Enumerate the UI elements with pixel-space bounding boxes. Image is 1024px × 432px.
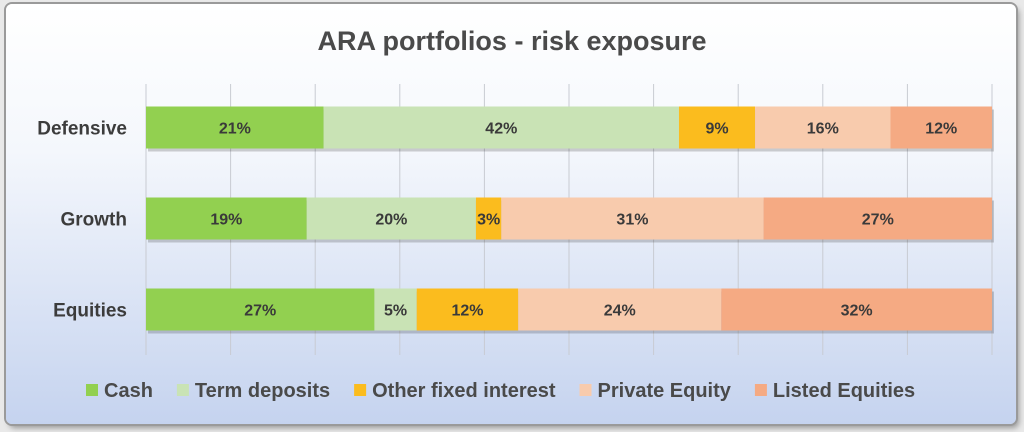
legend: Cash Term deposits Other fixed interest Pri…	[86, 380, 915, 402]
data-label: 12%	[925, 121, 957, 138]
legend-label: Private Equity	[598, 380, 732, 402]
category-label: Defensive	[37, 119, 127, 140]
bar-segment	[306, 197, 476, 240]
legend-item: Other fixed interest	[354, 380, 556, 402]
bar-segment	[146, 197, 307, 240]
bar-segment	[374, 288, 417, 331]
data-label: 31%	[616, 212, 648, 229]
data-label: 12%	[451, 303, 483, 320]
bar-segment	[890, 106, 992, 149]
bar-segment	[518, 288, 722, 331]
category-label: Equities	[53, 301, 127, 322]
data-label: 27%	[862, 212, 894, 229]
legend-swatch	[86, 384, 98, 396]
bar-segment	[763, 197, 992, 240]
data-label: 19%	[210, 212, 242, 229]
legend-swatch	[176, 384, 189, 396]
data-label: 21%	[219, 121, 251, 138]
legend-item: Cash	[86, 380, 153, 402]
legend-item: Term deposits	[176, 380, 330, 402]
bar-segment	[501, 197, 764, 240]
data-label: 5%	[384, 303, 407, 320]
legend-swatch	[754, 384, 767, 396]
legend-label: Listed Equities	[773, 380, 915, 402]
category-labels: Defensive Growth Equities	[37, 119, 127, 322]
bar-segment	[721, 288, 992, 331]
legend-label: Other fixed interest	[372, 380, 556, 402]
bar-segment	[475, 197, 502, 240]
legend-swatch	[354, 384, 367, 396]
data-label: 20%	[375, 212, 407, 229]
data-label: 9%	[705, 121, 728, 138]
legend-swatch	[579, 384, 592, 396]
data-label: 24%	[604, 303, 636, 320]
data-label: 42%	[485, 121, 517, 138]
data-label: 3%	[477, 212, 500, 229]
bar-segment	[323, 106, 679, 149]
bar-segment	[416, 288, 519, 331]
legend-item: Listed Equities	[754, 380, 915, 402]
bar-segment	[755, 106, 891, 149]
data-label: 27%	[244, 303, 276, 320]
legend-label: Term deposits	[195, 380, 330, 402]
bar-segment	[678, 106, 756, 149]
data-label: 32%	[841, 303, 873, 320]
chart-title: ARA portfolios - risk exposure	[317, 26, 706, 56]
legend-label: Cash	[104, 380, 153, 402]
bar-segment	[146, 288, 375, 331]
bar-segment	[146, 106, 324, 149]
bars: 21% 42% 9% 16% 12% 19% 20% 3% 31% 27% 27% 5% 12% 24% 3…	[146, 106, 994, 334]
data-label: 16%	[807, 121, 839, 138]
category-label: Growth	[61, 210, 128, 231]
legend-item: Private Equity	[579, 380, 732, 402]
